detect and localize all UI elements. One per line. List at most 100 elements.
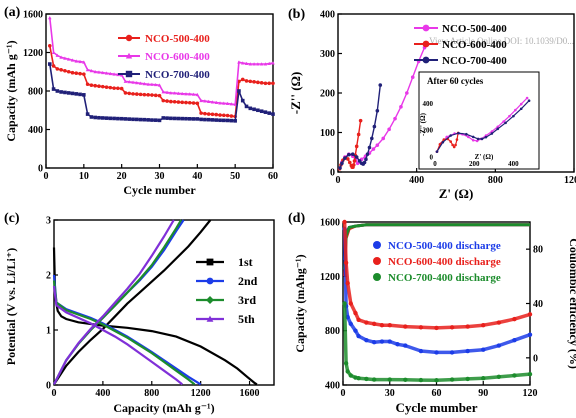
data-point [203, 99, 207, 103]
y-tick-label: 1200 [23, 48, 43, 59]
data-point [70, 91, 75, 96]
data-point [47, 43, 52, 48]
data-point [93, 69, 97, 74]
data-point [244, 79, 249, 83]
inset-data-point [476, 137, 480, 141]
x-tick-label: 60 [268, 171, 278, 182]
data-point [187, 92, 192, 96]
data-point [527, 371, 533, 377]
data-point [47, 62, 52, 66]
legend-label: 2nd [238, 274, 258, 288]
inset-data-point [445, 135, 449, 139]
data-point [387, 377, 392, 382]
data-point [100, 116, 105, 120]
inset-data-point [475, 139, 479, 143]
data-point [176, 91, 181, 95]
inset-data-point [457, 131, 460, 135]
y-tick-label: 400 [320, 10, 335, 21]
data-point [157, 118, 162, 123]
legend-label: NCO-600-400 [145, 51, 210, 63]
data-point [59, 68, 63, 72]
data-point [66, 57, 71, 61]
data-point [127, 80, 132, 84]
data-point [395, 342, 400, 347]
data-point [263, 110, 268, 114]
data-point [172, 116, 177, 121]
inset-x-tick: 400 [508, 160, 519, 168]
data-point [210, 112, 215, 117]
x-tick-label: 60 [432, 388, 442, 399]
data-point [343, 361, 349, 366]
data-point [131, 80, 135, 84]
inset-x-tick: 200 [469, 160, 480, 168]
inset-data-point [467, 135, 470, 139]
data-point [135, 92, 139, 96]
data-point [210, 118, 215, 122]
data-point [82, 72, 86, 76]
data-point [195, 117, 200, 121]
data-point [210, 100, 215, 104]
data-point [449, 377, 455, 382]
data-point [434, 378, 439, 383]
data-point [150, 93, 154, 97]
inset-data-point [441, 140, 445, 144]
data-point [55, 67, 60, 71]
data-point [351, 163, 356, 167]
y-tick-label: 0 [46, 381, 51, 392]
data-point [465, 324, 470, 329]
data-point [218, 101, 222, 105]
data-point [347, 152, 351, 157]
data-point [345, 369, 350, 374]
data-point [379, 323, 385, 328]
x-tick-label: 20 [117, 171, 127, 182]
data-point [481, 323, 486, 328]
data-point [119, 86, 124, 91]
data-point [233, 102, 237, 106]
data-point [371, 340, 377, 345]
data-point [112, 72, 116, 76]
y-tick-label: 3 [46, 216, 51, 227]
y2-axis-label: Coulombic efficiency (%) [567, 238, 576, 369]
data-point [259, 81, 264, 85]
data-point [225, 113, 230, 118]
data-point [112, 86, 116, 90]
data-point [78, 92, 82, 97]
data-point [271, 112, 275, 116]
legend-marker [206, 277, 214, 285]
data-point [70, 70, 75, 75]
data-point [527, 312, 533, 317]
inset-data-point [455, 138, 459, 141]
x-axis-label: Cycle mumber [396, 400, 478, 415]
data-point [244, 104, 249, 109]
watermark-text: View Article Online DOI: 10.1039/D0... [429, 36, 574, 46]
panel-c: 0 400 800 1200 1600 0 1 2 3 (c) Capacity (mAh g⁻¹)… [4, 211, 275, 415]
data-point [70, 58, 75, 62]
data-point [85, 68, 90, 72]
data-point [184, 100, 188, 105]
data-point [465, 348, 470, 354]
inset-y-tick: 400 [423, 100, 434, 108]
data-point [222, 101, 226, 105]
data-point [465, 376, 470, 382]
data-point [218, 113, 222, 117]
data-point [237, 60, 241, 64]
data-point [100, 84, 105, 89]
data-point [512, 373, 517, 378]
data-point [252, 80, 256, 84]
data-point [116, 86, 120, 91]
inset-data-point [484, 135, 488, 139]
data-point [350, 152, 355, 157]
data-point [267, 61, 272, 66]
data-point [176, 100, 181, 104]
data-point [512, 316, 517, 322]
data-point [203, 117, 207, 122]
data-point [104, 85, 109, 89]
data-point [74, 92, 79, 96]
x-tick-label: 0 [44, 171, 49, 182]
data-point [405, 91, 409, 95]
panel-d: 0 30 60 90 120 400 800 1200 1600 0 40 80 (d) Cycle mu… [288, 211, 576, 415]
data-point [142, 117, 147, 122]
data-point [271, 81, 275, 86]
data-point [104, 71, 109, 75]
panel-label: (d) [288, 211, 305, 226]
